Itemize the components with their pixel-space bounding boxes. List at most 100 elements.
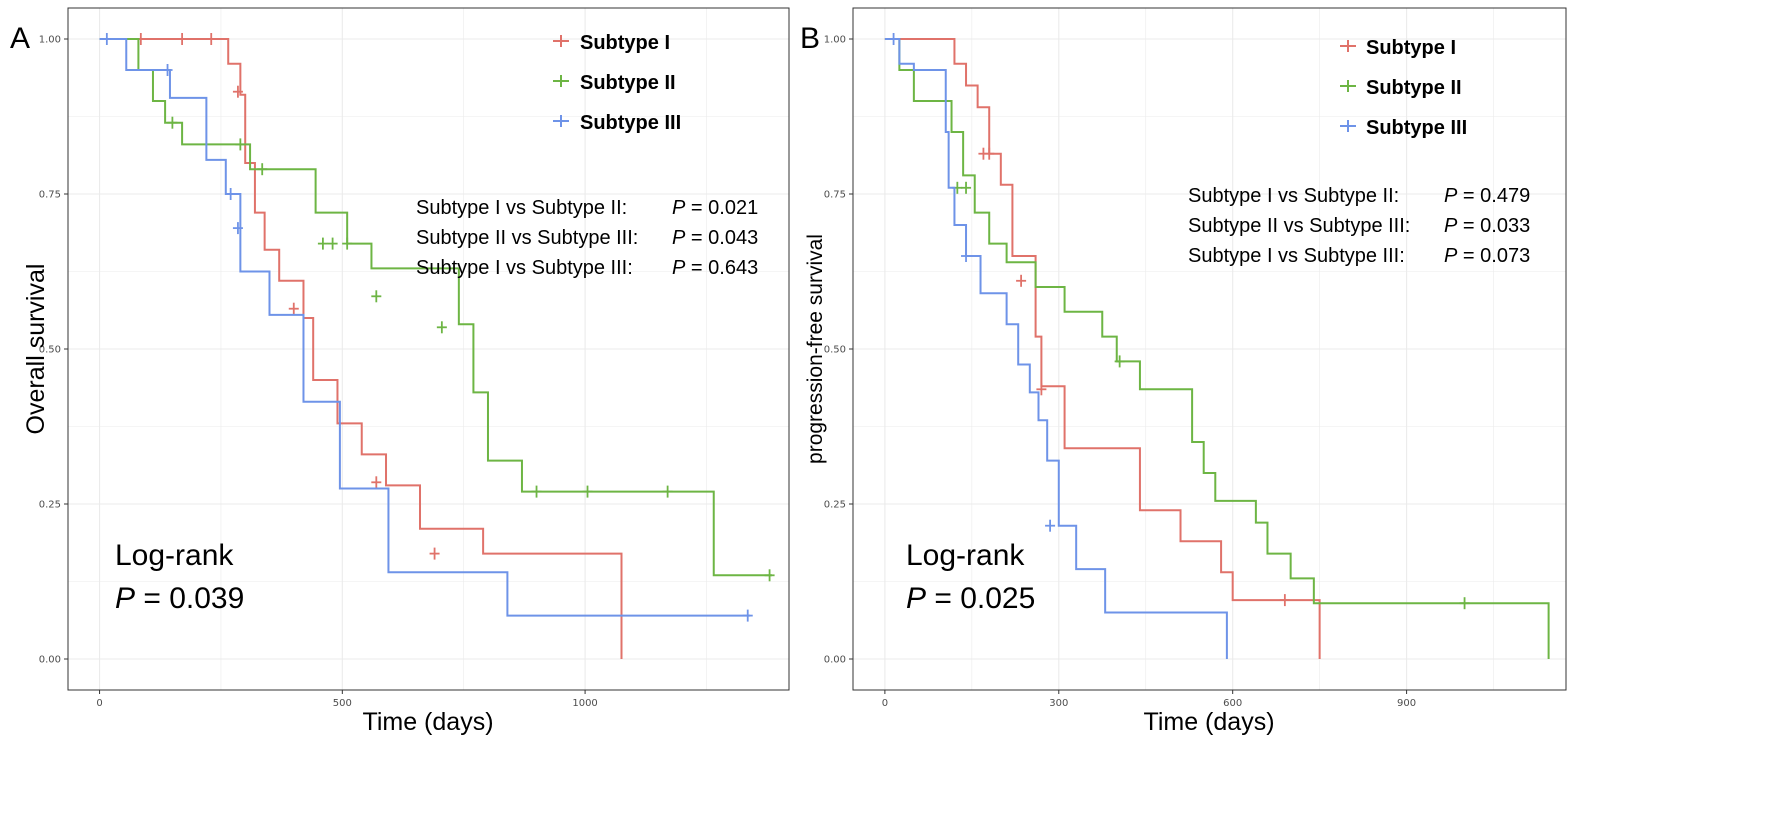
- legend-label-subtype-iii: Subtype III: [580, 112, 681, 134]
- censor-mark-subtype-i: [177, 33, 188, 45]
- km-curve-subtype-i: [884, 38, 1321, 659]
- censor-mark-subtype-ii: [371, 290, 382, 303]
- panel-a-label: A: [10, 22, 30, 55]
- comparison-2-label: Subtype II vs Subtype III:: [1188, 215, 1410, 237]
- censor-mark-subtype-i: [1036, 383, 1047, 396]
- y-tick-label: 0.00: [39, 655, 61, 666]
- censor-mark-subtype-i: [206, 33, 217, 45]
- panel-b: B 0 300 600 900 0.00 0.25 0.50 0.75 1.00 Time (d…: [800, 7, 1567, 736]
- comparison-2-label: Subtype II vs Subtype III:: [416, 227, 638, 249]
- km-curve-subtype-iii: [99, 38, 751, 617]
- legend-label-subtype-ii: Subtype II: [580, 72, 676, 94]
- x-tick-label: 300: [1049, 698, 1068, 709]
- censor-mark-subtype-iii: [961, 250, 972, 262]
- censor-mark-subtype-ii: [764, 569, 775, 582]
- censor-mark-subtype-i: [288, 302, 299, 315]
- x-tick-label: 1000: [572, 698, 597, 709]
- comparison-2-pvalue: P = 0.043: [672, 227, 758, 249]
- legend-label-subtype-i: Subtype I: [1366, 37, 1456, 59]
- panel-a-comparisons: Subtype I vs Subtype II: P = 0.021 Subty…: [416, 197, 758, 279]
- legend-key-subtype-i: [553, 35, 569, 47]
- x-tick-label: 0: [96, 698, 102, 709]
- panel-a-legend: Subtype I Subtype II Subtype III: [553, 32, 681, 134]
- x-tick-label: 900: [1397, 698, 1416, 709]
- legend-key-subtype-i: [1340, 40, 1356, 52]
- legend-key-subtype-iii: [1340, 120, 1356, 132]
- censor-mark-subtype-i: [232, 85, 243, 98]
- y-tick-label: 0.00: [824, 655, 846, 666]
- censor-mark-subtype-i: [1279, 594, 1290, 607]
- censor-mark-subtype-ii: [327, 237, 338, 250]
- panel-a-series: [99, 33, 775, 659]
- panel-b-y-axis-title: progression-free survival: [804, 234, 827, 464]
- censor-mark-subtype-iii: [101, 33, 112, 45]
- panel-b-logrank-title: Log-rank: [906, 539, 1025, 572]
- x-tick-label: 0: [882, 698, 888, 709]
- y-tick-label: 1.00: [824, 35, 846, 46]
- comparison-3-label: Subtype I vs Subtype III:: [1188, 245, 1405, 267]
- panel-b-comparisons: Subtype I vs Subtype II: P = 0.479 Subty…: [1188, 185, 1530, 267]
- legend-key-subtype-ii: [1340, 80, 1356, 92]
- comparison-1-pvalue: P = 0.479: [1444, 185, 1530, 207]
- censor-mark-subtype-iii: [232, 222, 243, 235]
- x-tick-label: 600: [1223, 698, 1242, 709]
- censor-mark-subtype-ii: [961, 181, 972, 194]
- censor-mark-subtype-ii: [436, 321, 447, 334]
- legend-label-subtype-iii: Subtype III: [1366, 117, 1467, 139]
- legend-key-subtype-ii: [553, 75, 569, 87]
- legend-label-subtype-i: Subtype I: [580, 32, 670, 54]
- censor-mark-subtype-iii: [1045, 519, 1056, 532]
- panel-b-label: B: [800, 22, 820, 55]
- panel-a-logrank-title: Log-rank: [115, 539, 234, 572]
- legend-key-subtype-iii: [553, 115, 569, 127]
- km-curve-subtype-iii: [884, 38, 1228, 659]
- y-tick-label: 0.75: [39, 190, 61, 201]
- comparison-1-label: Subtype I vs Subtype II:: [416, 197, 627, 219]
- censor-mark-subtype-ii: [1114, 355, 1125, 368]
- comparison-3-label: Subtype I vs Subtype III:: [416, 257, 633, 279]
- censor-mark-subtype-ii: [317, 237, 328, 250]
- comparison-1-pvalue: P = 0.021: [672, 197, 758, 219]
- censor-mark-subtype-ii: [342, 237, 353, 250]
- legend-label-subtype-ii: Subtype II: [1366, 77, 1462, 99]
- censor-mark-subtype-iii: [742, 609, 753, 622]
- panel-b-legend: Subtype I Subtype II Subtype III: [1340, 37, 1467, 139]
- censor-mark-subtype-ii: [582, 485, 593, 498]
- panel-a-logrank-pvalue: P = 0.039: [115, 582, 244, 615]
- censor-mark-subtype-ii: [167, 116, 178, 129]
- panel-a-grid: [68, 8, 789, 690]
- panel-b-ticks: 0 300 600 900 0.00 0.25 0.50 0.75 1.00: [824, 35, 1416, 710]
- panel-a-ticks: 0 500 1000 0.00 0.25 0.50 0.75 1.00: [39, 35, 598, 710]
- comparison-3-pvalue: P = 0.643: [672, 257, 758, 279]
- censor-mark-subtype-i: [429, 547, 440, 560]
- censor-mark-subtype-iii: [162, 64, 173, 76]
- censor-mark-subtype-iii: [888, 33, 899, 45]
- y-tick-label: 1.00: [39, 35, 61, 46]
- censor-mark-subtype-ii: [257, 163, 268, 176]
- x-tick-label: 500: [333, 698, 352, 709]
- y-tick-label: 0.50: [39, 345, 61, 356]
- km-curve-subtype-ii: [884, 38, 1550, 659]
- panel-b-logrank-pvalue: P = 0.025: [906, 582, 1035, 615]
- panel-b-series: [884, 33, 1550, 659]
- censor-mark-subtype-ii: [235, 138, 246, 151]
- comparison-2-pvalue: P = 0.033: [1444, 215, 1530, 237]
- censor-mark-subtype-ii: [1459, 597, 1470, 610]
- censor-mark-subtype-ii: [531, 485, 542, 498]
- panel-a-y-axis-title: Overall survival: [22, 264, 50, 435]
- panel-a: A 0 500 1000 0.00 0.25 0.50 0.75 1.00 Time (day…: [10, 7, 790, 736]
- censor-mark-subtype-iii: [225, 188, 236, 200]
- comparison-3-pvalue: P = 0.073: [1444, 245, 1530, 267]
- censor-mark-subtype-i: [371, 476, 382, 489]
- y-tick-label: 0.75: [824, 190, 846, 201]
- panel-a-x-axis-title: Time (days): [362, 708, 493, 736]
- y-tick-label: 0.50: [824, 345, 846, 356]
- censor-mark-subtype-ii: [662, 485, 673, 498]
- panel-b-x-axis-title: Time (days): [1143, 708, 1274, 736]
- y-tick-label: 0.25: [824, 500, 846, 511]
- comparison-1-label: Subtype I vs Subtype II:: [1188, 185, 1399, 207]
- y-tick-label: 0.25: [39, 500, 61, 511]
- censor-mark-subtype-i: [984, 147, 995, 160]
- censor-mark-subtype-i: [1016, 274, 1027, 287]
